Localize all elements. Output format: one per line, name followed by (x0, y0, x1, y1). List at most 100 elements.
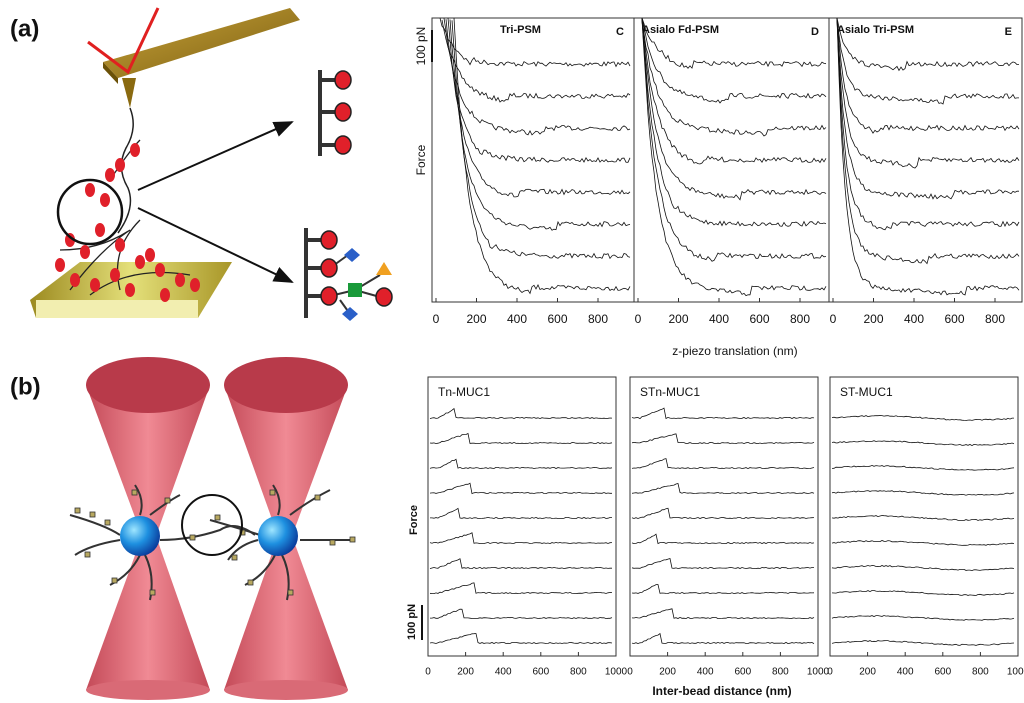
force-trace (836, 18, 1019, 200)
x-tick-label: 400 (709, 312, 729, 326)
x-tick-label: 0 (425, 667, 431, 678)
force-trace (631, 483, 815, 495)
panel-title: STn-MUC1 (640, 385, 700, 399)
x-tick-label: 600 (532, 667, 549, 678)
x-tick-label: 600 (547, 312, 567, 326)
x-tick-label: 200 (466, 312, 486, 326)
force-trace (631, 507, 815, 520)
x-tick-label: 1000 (807, 667, 830, 678)
force-trace (451, 20, 631, 260)
axis-label: Inter-bead distance (nm) (652, 684, 791, 698)
x-tick-label: 200 (457, 667, 474, 678)
x-tick-label: 0 (635, 312, 642, 326)
force-trace (443, 18, 631, 136)
force-trace (429, 482, 612, 495)
force-trace (447, 17, 631, 198)
panel-tag: D (811, 26, 819, 38)
force-trace (449, 19, 631, 231)
force-trace (831, 515, 1015, 521)
x-tick-label: 600 (944, 312, 964, 326)
panel-title: ST-MUC1 (840, 385, 893, 399)
plot-frame (427, 376, 617, 657)
force-trace (631, 433, 815, 445)
force-trace (631, 608, 815, 620)
force-trace (429, 582, 613, 595)
x-tick-label: 600 (749, 312, 769, 326)
scale-label: 100 pN (406, 604, 418, 640)
force-trace (439, 17, 631, 68)
force-trace (430, 507, 613, 520)
force-trace (430, 608, 613, 620)
force-trace (641, 19, 827, 297)
x-tick-label: 1000 (605, 667, 628, 678)
force-trace (831, 464, 1015, 471)
x-tick-label: 600 (734, 667, 751, 678)
force-trace (836, 17, 1020, 296)
force-trace (631, 407, 815, 420)
force-trace (429, 633, 613, 645)
force-trace (831, 540, 1015, 546)
force-trace (631, 632, 815, 645)
x-tick-label: 600 (934, 667, 951, 678)
force-trace (641, 17, 827, 104)
force-trace (631, 533, 815, 545)
x-tick-label: 200 (863, 312, 883, 326)
force-trace (831, 640, 1015, 646)
force-trace (831, 415, 1014, 421)
force-trace (831, 615, 1015, 621)
x-tick-label: 800 (772, 667, 789, 678)
x-tick-label: 200 (859, 667, 876, 678)
x-tick-label: 400 (495, 667, 512, 678)
x-tick-label: 0 (433, 312, 440, 326)
force-trace (641, 17, 827, 227)
force-trace (836, 17, 1020, 265)
x-tick-label: 200 (668, 312, 688, 326)
axis-label: z-piezo translation (nm) (672, 344, 797, 358)
force-trace (641, 17, 827, 165)
x-tick-label: 800 (588, 312, 608, 326)
panel-title: Asialo Fd-PSM (642, 24, 719, 36)
x-tick-label: 400 (697, 667, 714, 678)
force-trace (641, 17, 827, 69)
panel-title: Asialo Tri-PSM (837, 24, 914, 36)
force-trace (831, 565, 1015, 572)
force-trace (831, 440, 1015, 447)
x-tick-label: 0 (830, 312, 837, 326)
x-tick-label: 200 (659, 667, 676, 678)
panel-label: (a) (10, 15, 39, 42)
x-tick-label: 400 (897, 667, 914, 678)
x-tick-label: 400 (507, 312, 527, 326)
force-trace (631, 557, 815, 570)
x-tick-label: 800 (570, 667, 587, 678)
force-trace (836, 19, 1019, 105)
x-tick-label: 0 (827, 667, 833, 678)
force-trace (429, 532, 613, 545)
panel-tag: C (616, 26, 624, 38)
axis-label: Force (408, 505, 420, 535)
x-tick-label: 1000 (1007, 667, 1024, 678)
panel-label: (b) (10, 373, 41, 400)
force-trace (429, 458, 613, 470)
x-tick-label: 800 (985, 312, 1005, 326)
force-trace (641, 18, 827, 262)
scale-label: 100 pN (414, 27, 428, 66)
force-trace (631, 458, 815, 470)
x-tick-label: 800 (972, 667, 989, 678)
panel-tag: E (1005, 26, 1012, 38)
force-trace (836, 17, 1020, 231)
plot-frame (431, 17, 1023, 303)
panel-title: Tri-PSM (500, 24, 541, 36)
panel-title: Tn-MUC1 (438, 385, 490, 399)
x-tick-label: 800 (790, 312, 810, 326)
force-trace (429, 407, 613, 420)
force-trace (453, 17, 631, 295)
tweezers-illustration (69, 357, 356, 700)
force-trace (836, 17, 1020, 169)
plot-frame (829, 376, 1019, 657)
force-trace (441, 19, 631, 103)
plots: Tri-PSM C 0 200 400 600 800 Asialo Fd-PSM D 0 200 4… (406, 17, 1024, 698)
force-trace (641, 17, 827, 137)
force-trace (836, 17, 1019, 72)
force-trace (445, 19, 631, 163)
